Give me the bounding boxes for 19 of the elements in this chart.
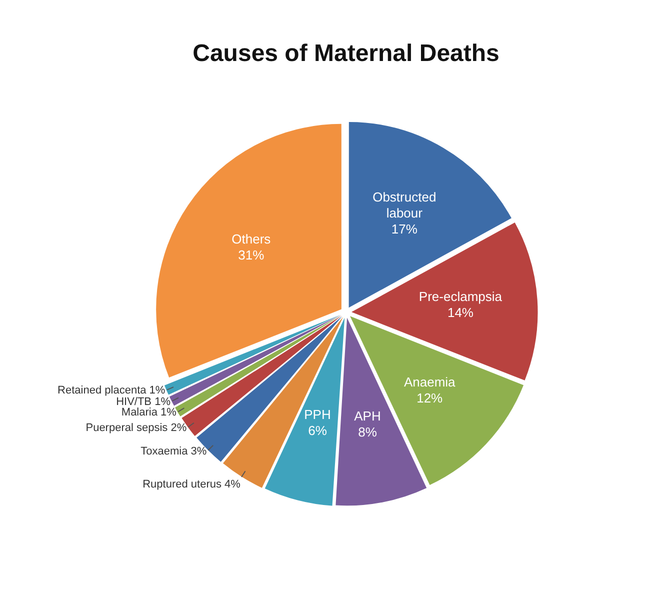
data-label: 14%: [447, 304, 474, 320]
slice-label: APH: [354, 408, 381, 424]
chart-title: Causes of Maternal Deaths: [192, 40, 500, 68]
slice-label: Retained placenta 1%: [58, 384, 166, 397]
data-label: 12%: [416, 390, 444, 406]
data-label: 8%: [358, 424, 378, 440]
slice-label: Pre-eclampsia: [418, 288, 503, 304]
slice-label: Malaria 1%: [121, 406, 177, 419]
data-label: 6%: [308, 423, 328, 438]
slice-label: Toxaemia 3%: [140, 446, 207, 458]
data-label: 17%: [391, 221, 418, 236]
slice-label: Others: [232, 232, 272, 247]
slice-label: Ruptured uterus 4%: [142, 478, 241, 490]
slice-label: HIV/TB 1%: [116, 396, 171, 408]
slice-label: Obstructed labour: [372, 189, 436, 220]
data-label: 31%: [238, 248, 265, 263]
slice-label: PPH: [304, 407, 331, 422]
slice-label: Anaemia: [404, 374, 456, 390]
slice-label: Puerperal sepsis 2%: [86, 422, 187, 434]
